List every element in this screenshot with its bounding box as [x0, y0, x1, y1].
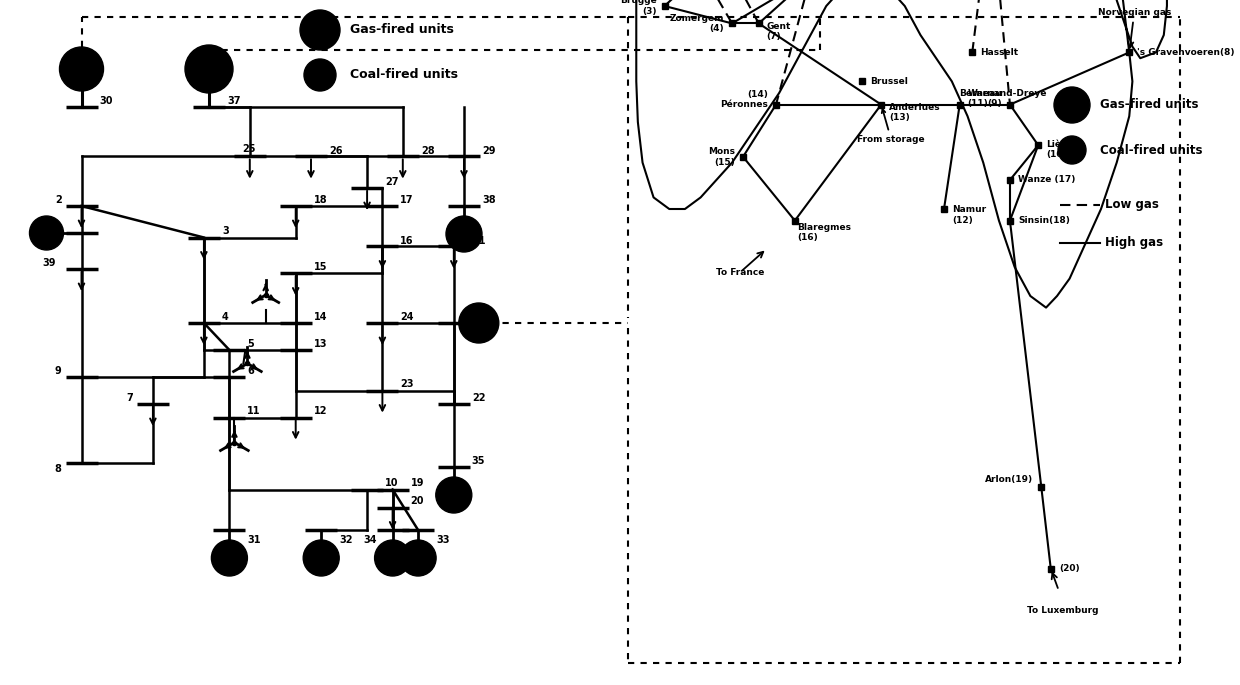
- Text: 39: 39: [42, 258, 56, 268]
- Text: 23: 23: [401, 379, 414, 390]
- Text: 4: 4: [222, 312, 228, 322]
- Circle shape: [401, 540, 436, 576]
- Circle shape: [304, 540, 340, 576]
- Text: 2: 2: [55, 195, 62, 205]
- Circle shape: [185, 45, 233, 93]
- Text: 22: 22: [471, 393, 485, 403]
- Text: 8: 8: [55, 464, 62, 473]
- Text: Gas-fired units: Gas-fired units: [350, 23, 454, 36]
- Text: Liège
(10): Liège (10): [1047, 139, 1074, 159]
- Text: Brugge
(3): Brugge (3): [620, 0, 656, 16]
- Text: 13: 13: [314, 339, 327, 349]
- Text: High gas: High gas: [1105, 236, 1163, 249]
- Text: 9: 9: [55, 366, 62, 376]
- Text: Gas-fired units: Gas-fired units: [1100, 99, 1199, 112]
- Text: 25: 25: [242, 145, 255, 155]
- Text: 's Gravenvoeren(8): 's Gravenvoeren(8): [1137, 48, 1235, 57]
- Text: Low gas: Low gas: [1105, 199, 1159, 212]
- Circle shape: [446, 216, 482, 252]
- Circle shape: [459, 303, 498, 343]
- Circle shape: [304, 59, 336, 91]
- Circle shape: [374, 540, 410, 576]
- Text: 27: 27: [386, 177, 398, 187]
- Text: 19: 19: [410, 479, 424, 488]
- Text: Coal-fired units: Coal-fired units: [1100, 143, 1203, 156]
- Text: Namur
(12): Namur (12): [952, 206, 986, 225]
- Text: 15: 15: [314, 262, 327, 273]
- Text: 21: 21: [471, 236, 485, 245]
- Text: 32: 32: [340, 535, 352, 545]
- Text: 3: 3: [222, 227, 228, 236]
- Text: Norvegian gas: Norvegian gas: [1097, 8, 1171, 48]
- Text: From storage: From storage: [857, 109, 925, 144]
- Text: 20: 20: [410, 497, 424, 506]
- Text: Anderlues
(13): Anderlues (13): [889, 103, 941, 123]
- Text: Hasselt: Hasselt: [981, 48, 1018, 57]
- Text: Gent
(7): Gent (7): [766, 22, 791, 41]
- Text: Brussel: Brussel: [870, 77, 908, 86]
- Circle shape: [60, 47, 103, 91]
- Text: 36: 36: [471, 312, 485, 322]
- Text: 31: 31: [248, 535, 260, 545]
- Circle shape: [1054, 87, 1090, 123]
- Text: 17: 17: [401, 195, 414, 205]
- Text: 16: 16: [401, 236, 414, 245]
- Text: Coal-fired units: Coal-fired units: [350, 68, 458, 82]
- Circle shape: [435, 477, 471, 513]
- Text: (14)
Péronnes: (14) Péronnes: [720, 90, 768, 110]
- Text: 35: 35: [471, 456, 485, 466]
- Text: 28: 28: [420, 145, 434, 155]
- Text: Warnand-Dreye
(11): Warnand-Dreye (11): [967, 89, 1048, 108]
- Text: 30: 30: [99, 96, 113, 106]
- Text: Zomergem
(4): Zomergem (4): [670, 14, 724, 33]
- Text: (20): (20): [1059, 564, 1079, 573]
- Text: 14: 14: [314, 312, 327, 322]
- Text: 29: 29: [482, 145, 496, 155]
- Text: To France: To France: [715, 268, 764, 277]
- Text: 12: 12: [314, 406, 327, 416]
- Text: 18: 18: [314, 195, 327, 205]
- Text: 1: 1: [55, 228, 62, 238]
- Text: Mons
(15): Mons (15): [708, 147, 735, 166]
- Text: Berneau
(9): Berneau (9): [960, 89, 1002, 108]
- Text: 24: 24: [401, 312, 414, 322]
- Text: Wanze (17): Wanze (17): [1018, 175, 1075, 184]
- Text: 6: 6: [248, 366, 254, 376]
- Text: 37: 37: [227, 96, 241, 106]
- Text: 7: 7: [126, 393, 133, 403]
- Text: 26: 26: [329, 145, 342, 155]
- Circle shape: [30, 216, 63, 250]
- Text: 38: 38: [482, 195, 496, 205]
- Text: 10: 10: [386, 479, 398, 488]
- Text: To Luxemburg: To Luxemburg: [1027, 606, 1099, 615]
- Text: 5: 5: [248, 339, 254, 349]
- Circle shape: [211, 540, 248, 576]
- Circle shape: [1058, 136, 1086, 164]
- Circle shape: [300, 10, 340, 50]
- Text: Sinsin(18): Sinsin(18): [1018, 216, 1070, 225]
- Text: 34: 34: [363, 535, 377, 545]
- Text: Blaregmes
(16): Blaregmes (16): [797, 223, 851, 242]
- Text: 11: 11: [248, 406, 260, 416]
- Text: Arlon(19): Arlon(19): [986, 475, 1033, 484]
- Text: 33: 33: [436, 535, 450, 545]
